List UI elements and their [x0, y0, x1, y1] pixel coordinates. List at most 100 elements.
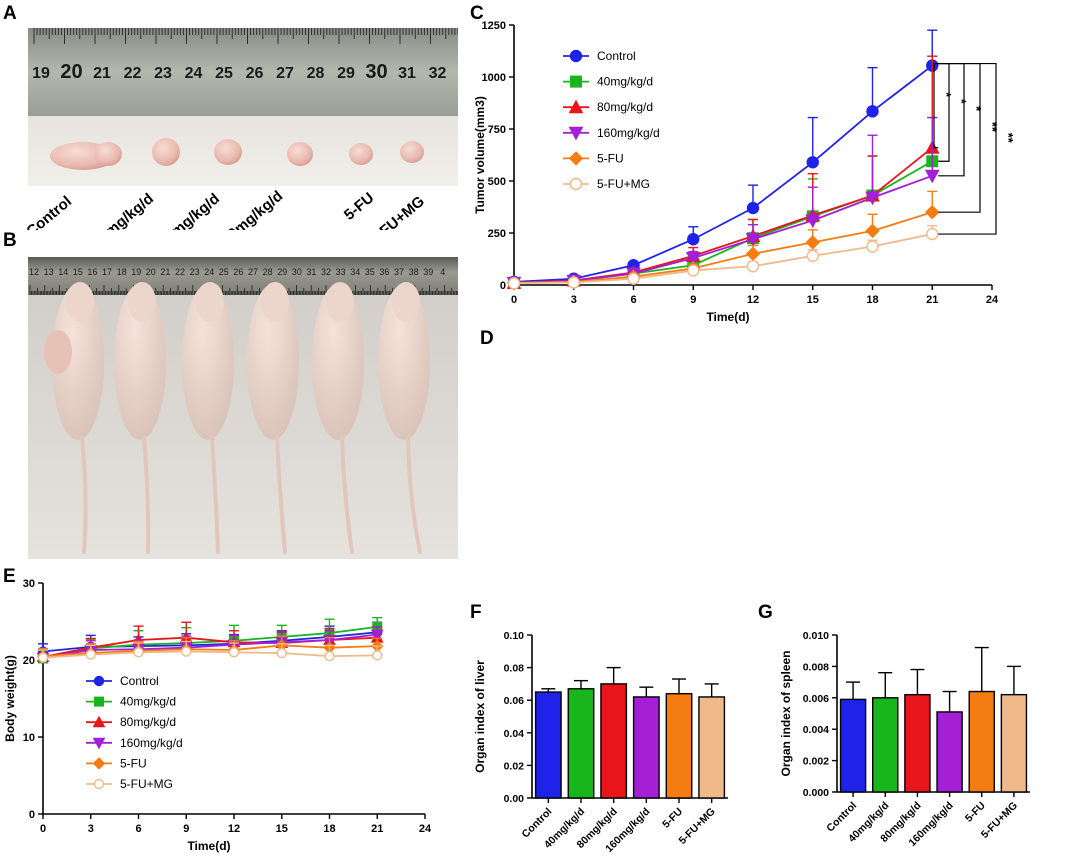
ruler-b-number: 27: [248, 267, 258, 277]
bar-group: [839, 681, 867, 793]
legend-label: 160mg/kg/d: [597, 126, 660, 140]
legend-marker: [569, 49, 583, 63]
ruler-a-number: 20: [60, 61, 82, 83]
ruler-b-number: 16: [87, 267, 97, 277]
y-axis-label: Tumor volume(mm3): [473, 96, 487, 214]
legend-marker: [93, 778, 105, 790]
data-point: [866, 105, 879, 118]
ruler-b-number: 13: [44, 267, 54, 277]
data-point: [181, 646, 192, 657]
legend-marker: [92, 757, 106, 770]
series: [507, 225, 939, 290]
mouse-body: [378, 284, 430, 440]
mouse-body: [52, 284, 104, 440]
series-line: [513, 174, 933, 284]
mouse: [247, 282, 299, 554]
mouse: [378, 282, 430, 554]
bar-group: [698, 683, 726, 799]
y-tick-label: 30: [23, 578, 35, 590]
y-tick-label: 250: [488, 228, 506, 240]
data-point: [806, 156, 819, 169]
panel-letter-g: G: [758, 602, 773, 623]
x-tick-label: 24: [419, 823, 432, 835]
ruler-b-number: 26: [233, 267, 243, 277]
ruler-b-number: 33: [336, 267, 346, 277]
series-line: [42, 650, 378, 659]
mouse-head: [196, 282, 224, 322]
y-axis-label: Body weight(g): [3, 655, 17, 742]
x-tick-label: 3: [571, 294, 577, 306]
legend-label: 40mg/kg/d: [120, 695, 176, 709]
legend-label: 5-FU: [597, 151, 624, 165]
x-tick-label: 15: [276, 823, 288, 835]
data-point: [926, 227, 939, 241]
y-tick-label: 0: [500, 280, 506, 292]
ruler-b-number: 25: [219, 267, 229, 277]
tumor-160: [287, 142, 313, 166]
legend-marker: [569, 177, 583, 191]
x-tick-label: 9: [690, 294, 696, 306]
ruler-b-number: 36: [379, 267, 389, 277]
y-axis-label: Organ index of spleen: [779, 650, 793, 776]
bar-group: [632, 686, 660, 799]
mouse-head: [128, 282, 156, 322]
bar: [1000, 693, 1028, 793]
data-point: [685, 251, 701, 266]
ruler-a-number: 22: [124, 65, 142, 82]
mouse-body: [312, 284, 364, 440]
legend-marker: [568, 126, 584, 141]
bar-group: [665, 678, 693, 799]
mouse-head: [392, 282, 420, 322]
significance-bracket: [933, 62, 939, 149]
legend-marker: [94, 696, 104, 707]
data-point: [745, 233, 761, 247]
ruler-b-number: 17: [102, 267, 112, 277]
ruler-a-number: 30: [365, 61, 387, 83]
mouse-tail: [406, 435, 422, 554]
ruler-a-number: 29: [337, 65, 355, 82]
ruler-b-number: 12: [29, 267, 39, 277]
y-tick-label: 0.000: [803, 787, 829, 799]
data-point: [567, 276, 580, 289]
mouse: [114, 282, 166, 554]
legend-marker: [93, 675, 105, 687]
data-point: [372, 650, 383, 661]
bar: [904, 693, 931, 793]
y-tick-label: 10: [23, 732, 35, 744]
x-tick-label: 18: [323, 823, 335, 835]
ruler-b-number: 18: [117, 267, 127, 277]
bar-group: [534, 688, 562, 799]
legend-marker: [568, 151, 584, 166]
mouse-tail: [340, 435, 354, 554]
mouse-body: [114, 284, 166, 440]
x-tick-label: 0: [511, 294, 517, 306]
data-point: [687, 264, 700, 277]
ruler-a-number: 19: [32, 65, 50, 82]
data-point: [746, 260, 760, 273]
x-tick-label: 24: [986, 294, 999, 306]
mouse-head: [66, 282, 94, 322]
y-tick-label: 20: [23, 655, 35, 667]
ruler-b-number: 20: [146, 267, 156, 277]
y-tick-label: 750: [488, 124, 506, 136]
mouse-body: [182, 284, 234, 440]
series-line: [42, 644, 378, 658]
significance-bracket: [938, 62, 997, 235]
x-tick-label: 6: [135, 823, 141, 835]
mouse-tail: [275, 435, 287, 554]
significance-label: **: [985, 122, 1000, 133]
mouse-tail: [80, 435, 88, 554]
legend-label: Control: [597, 49, 636, 63]
significance-brackets: *******: [933, 62, 1016, 235]
ruler-b-number: 38: [409, 267, 419, 277]
x-tick-label: 12: [747, 294, 759, 306]
mouse: [44, 282, 104, 554]
data-point: [324, 650, 335, 662]
significance-label: *: [969, 106, 984, 112]
ruler-a-number: 25: [215, 65, 233, 82]
ruler-b-number: 14: [58, 267, 68, 277]
ruler-a-number: 28: [307, 65, 325, 82]
axes: 0 3 6 9 12 15 18 21 24 0 10 20 30 Time(d) Body weight(…: [3, 578, 432, 853]
tumor-80: [214, 139, 242, 165]
